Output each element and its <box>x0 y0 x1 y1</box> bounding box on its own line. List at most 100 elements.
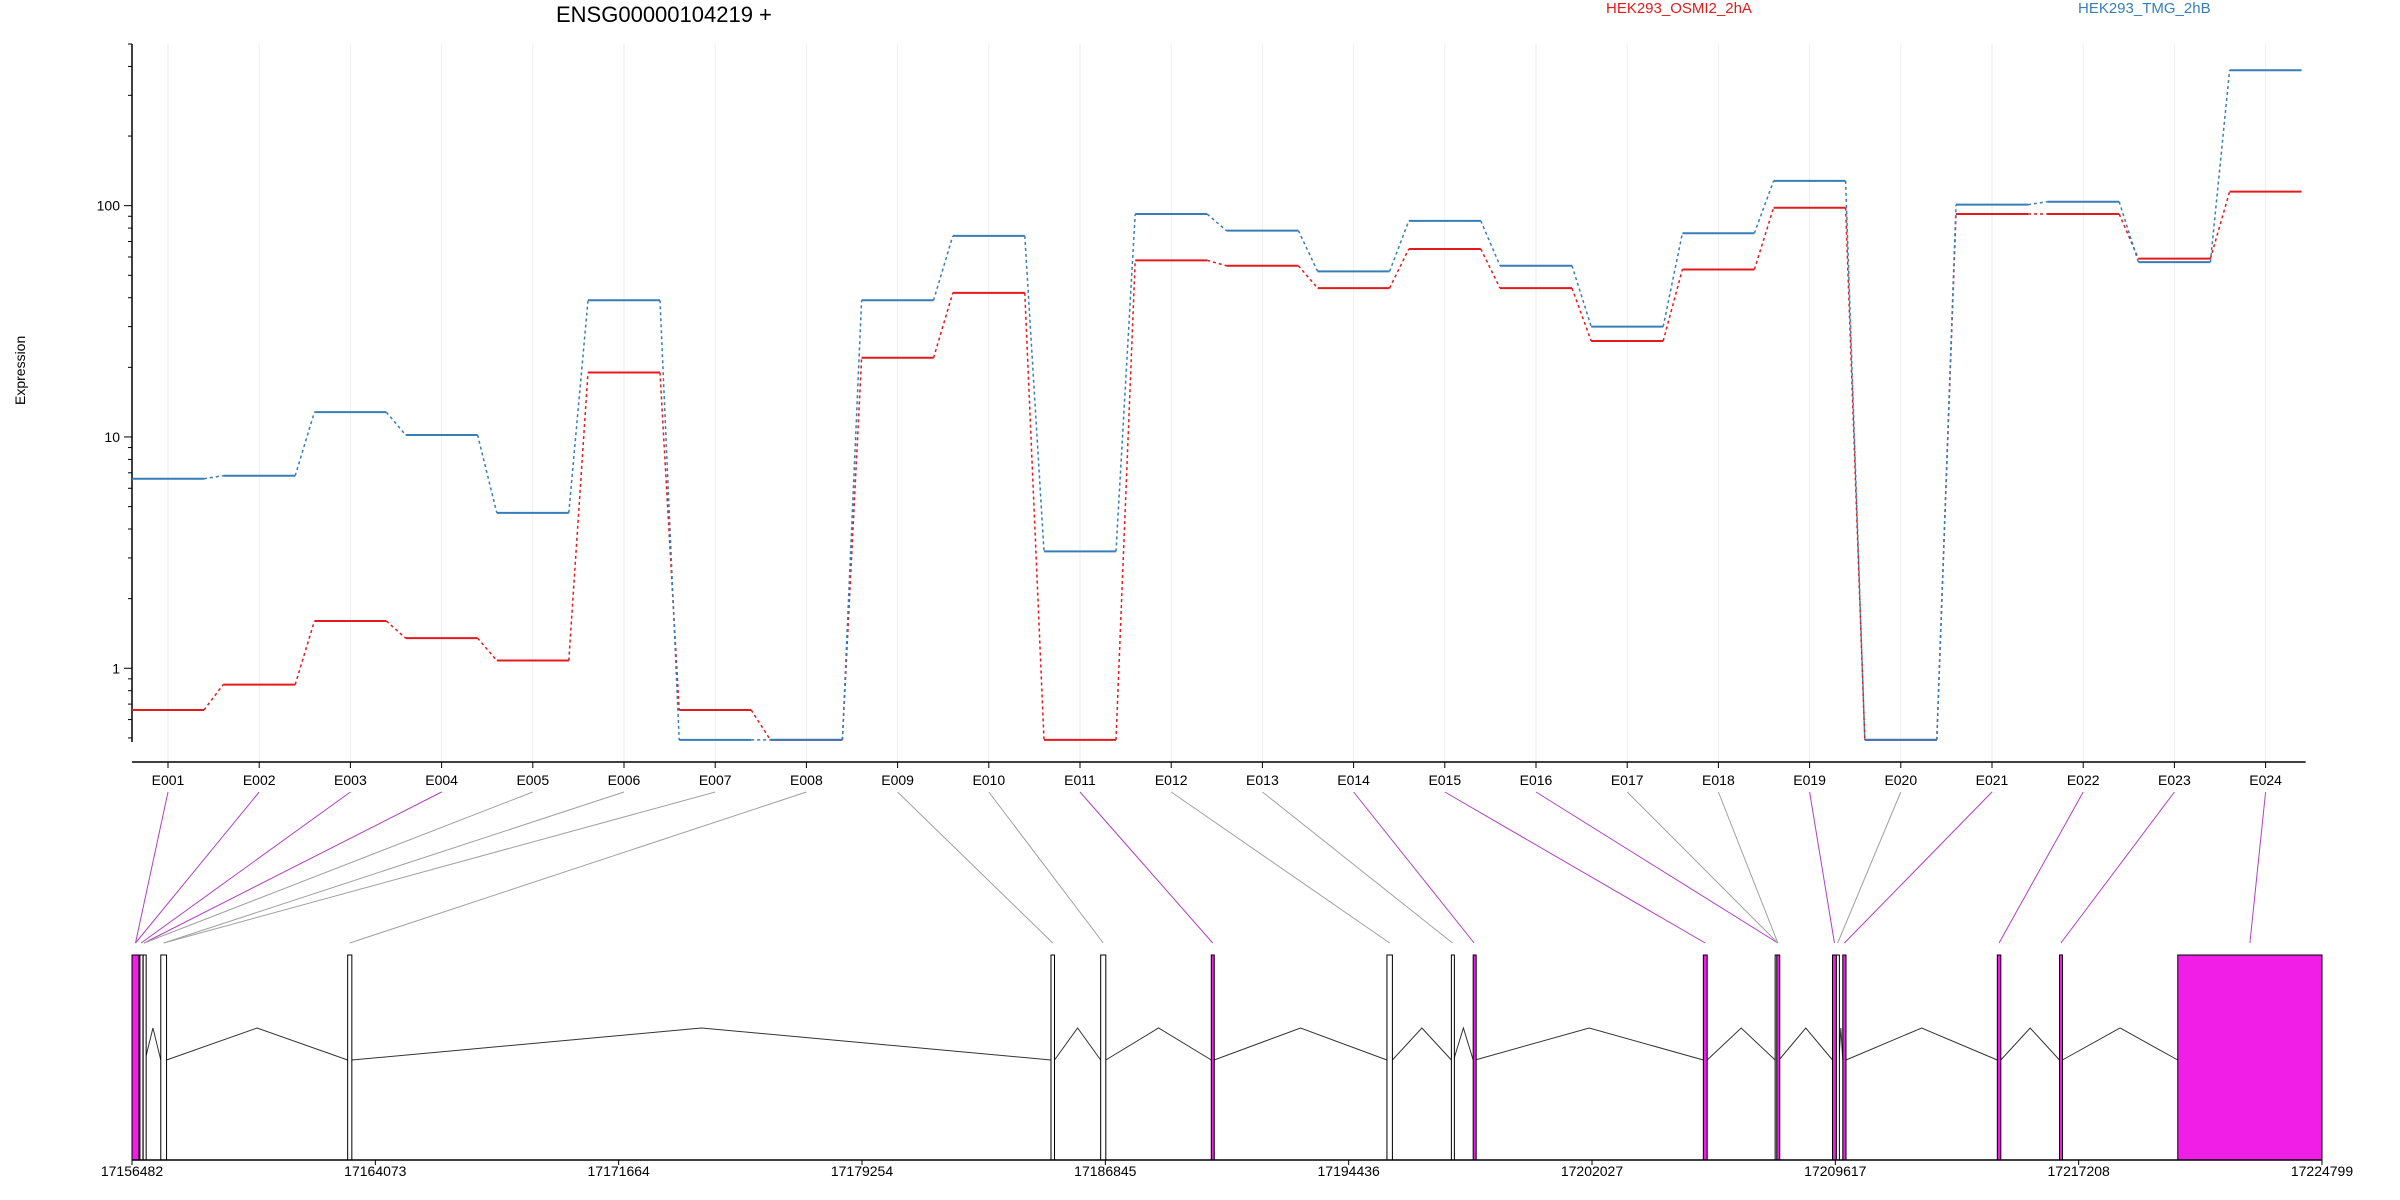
exon-block-20 <box>2177 954 2323 1161</box>
x-tick-label-e019: E019 <box>1793 772 1826 788</box>
exon-map-line-e011 <box>1079 791 1214 944</box>
series-tmg-connector-e005 <box>476 434 498 513</box>
intron-18 <box>2000 1027 2060 1061</box>
x-tick-label-e024: E024 <box>2249 772 2282 788</box>
exon-map-line-e004 <box>143 791 442 944</box>
x-tick-label-e020: E020 <box>1884 772 1917 788</box>
genomic-tick-label-8: 17217208 <box>2048 1163 2111 1179</box>
exon-block-17 <box>1842 954 1847 1161</box>
exon-map-line-e008 <box>349 791 807 944</box>
exon-map-line-e018 <box>1717 791 1779 944</box>
x-tick-label-e014: E014 <box>1337 772 1370 788</box>
exon-block-18 <box>1996 954 2002 1161</box>
x-tick-label-e002: E002 <box>243 772 276 788</box>
x-tick-label-e022: E022 <box>2067 772 2100 788</box>
series-osmi2-connector-e024 <box>2209 191 2231 259</box>
series-osmi2-connector-e016 <box>1480 248 1501 289</box>
genomic-tick-label-1: 17164073 <box>344 1163 407 1179</box>
intron-7 <box>1105 1027 1212 1061</box>
genomic-tick-label-9: 17224799 <box>2291 1163 2354 1179</box>
exon-map-line-e019 <box>1809 791 1835 944</box>
series-osmi2-connector-e008 <box>750 709 772 741</box>
exon-block-11 <box>1472 954 1477 1161</box>
exon-block-1 <box>131 954 140 1161</box>
series-osmi2-connector-e010 <box>932 292 954 358</box>
x-tick-label-e005: E005 <box>516 772 549 788</box>
series-tmg-connector-e023 <box>2118 201 2140 263</box>
exon-map-line-e023 <box>2060 791 2175 944</box>
genomic-tick-label-6: 17202027 <box>1561 1163 1624 1179</box>
series-tmg-connector-e024 <box>2209 70 2231 263</box>
exon-map-line-e024 <box>2249 791 2267 944</box>
series-tmg-connector-e010 <box>932 235 954 301</box>
intron-12 <box>1706 1027 1776 1061</box>
intron-6 <box>1054 1027 1102 1061</box>
series-tmg-connector-e018 <box>1662 233 1684 327</box>
exon-block-2 <box>139 954 144 1161</box>
series-osmi2-connector-e015 <box>1388 248 1410 289</box>
intron-4 <box>166 1027 348 1061</box>
intron-17 <box>1845 1027 1998 1061</box>
intron-5 <box>351 1027 1052 1061</box>
intron-19 <box>2062 1027 2179 1061</box>
x-tick-label-e010: E010 <box>972 772 1005 788</box>
exon-block-15 <box>1832 954 1837 1161</box>
series-tmg-connector-e004 <box>385 411 407 436</box>
exon-block-9 <box>1386 954 1393 1161</box>
y-tick-label-1: 10 <box>104 429 120 445</box>
series-tmg-connector-e016 <box>1480 220 1501 267</box>
series-osmi2-connector-e005 <box>477 637 498 662</box>
series-osmi2-connector-e003 <box>294 620 316 685</box>
intron-8 <box>1213 1027 1388 1061</box>
genomic-tick-label-3: 17179254 <box>831 1163 894 1179</box>
x-tick-label-e006: E006 <box>608 772 641 788</box>
exon-block-5 <box>347 954 353 1161</box>
exon-map-line-e022 <box>1998 791 2084 944</box>
series-tmg-connector-e003 <box>294 411 316 476</box>
series-tmg-connector-e014 <box>1297 230 1319 272</box>
series-tmg-connector-e002 <box>203 474 224 480</box>
exon-map-line-e001 <box>135 791 169 944</box>
y-tick-label-2: 100 <box>97 198 121 214</box>
chart-title: ENSG00000104219 + <box>556 2 772 27</box>
exon-map-line-e013 <box>1262 791 1453 944</box>
exon-block-10 <box>1450 954 1455 1161</box>
series-tmg-connector-e017 <box>1571 265 1592 327</box>
x-tick-label-e017: E017 <box>1611 772 1644 788</box>
x-tick-label-e003: E003 <box>334 772 367 788</box>
exon-map-line-e005 <box>143 791 533 944</box>
series-osmi2-connector-e018 <box>1662 269 1684 342</box>
series-osmi2-connector-e012 <box>1115 260 1136 740</box>
legend-entry-osmi2: HEK293_OSMI2_2hA <box>1606 0 1752 17</box>
x-tick-label-e015: E015 <box>1428 772 1461 788</box>
exon-block-6 <box>1050 954 1056 1161</box>
x-tick-label-e009: E009 <box>881 772 914 788</box>
exon-map-line-e016 <box>1535 791 1779 944</box>
series-tmg-connector-e009 <box>841 300 863 740</box>
exon-block-8 <box>1210 954 1215 1161</box>
series-osmi2-connector-e011 <box>1024 292 1045 740</box>
x-tick-label-e013: E013 <box>1246 772 1279 788</box>
exon-block-14 <box>1776 954 1781 1161</box>
series-tmg-connector-e019 <box>1753 180 1775 234</box>
exon-map-line-e012 <box>1170 791 1390 944</box>
series-tmg-connector-e011 <box>1024 235 1045 552</box>
series-osmi2-connector-e023 <box>2118 213 2140 259</box>
series-osmi2-connector-e013 <box>1206 259 1227 267</box>
genomic-tick-label-5: 17194436 <box>1318 1163 1381 1179</box>
series-osmi2-connector-e019 <box>1753 207 1775 270</box>
genomic-tick-label-2: 17171664 <box>588 1163 651 1179</box>
x-tick-label-e021: E021 <box>1976 772 2009 788</box>
series-tmg-connector-e015 <box>1388 220 1410 272</box>
intron-10 <box>1453 1026 1474 1061</box>
genomic-tick-label-0: 17156482 <box>101 1163 164 1179</box>
series-tmg-connector-e007 <box>659 300 680 740</box>
series-osmi2-connector-e002 <box>203 684 224 711</box>
series-tmg-connector-e022 <box>2027 200 2048 206</box>
x-tick-label-e004: E004 <box>425 772 458 788</box>
series-tmg-connector-e013 <box>1206 213 1227 232</box>
exon-map-line-e003 <box>140 791 351 944</box>
series-osmi2-connector-e007 <box>659 372 680 711</box>
